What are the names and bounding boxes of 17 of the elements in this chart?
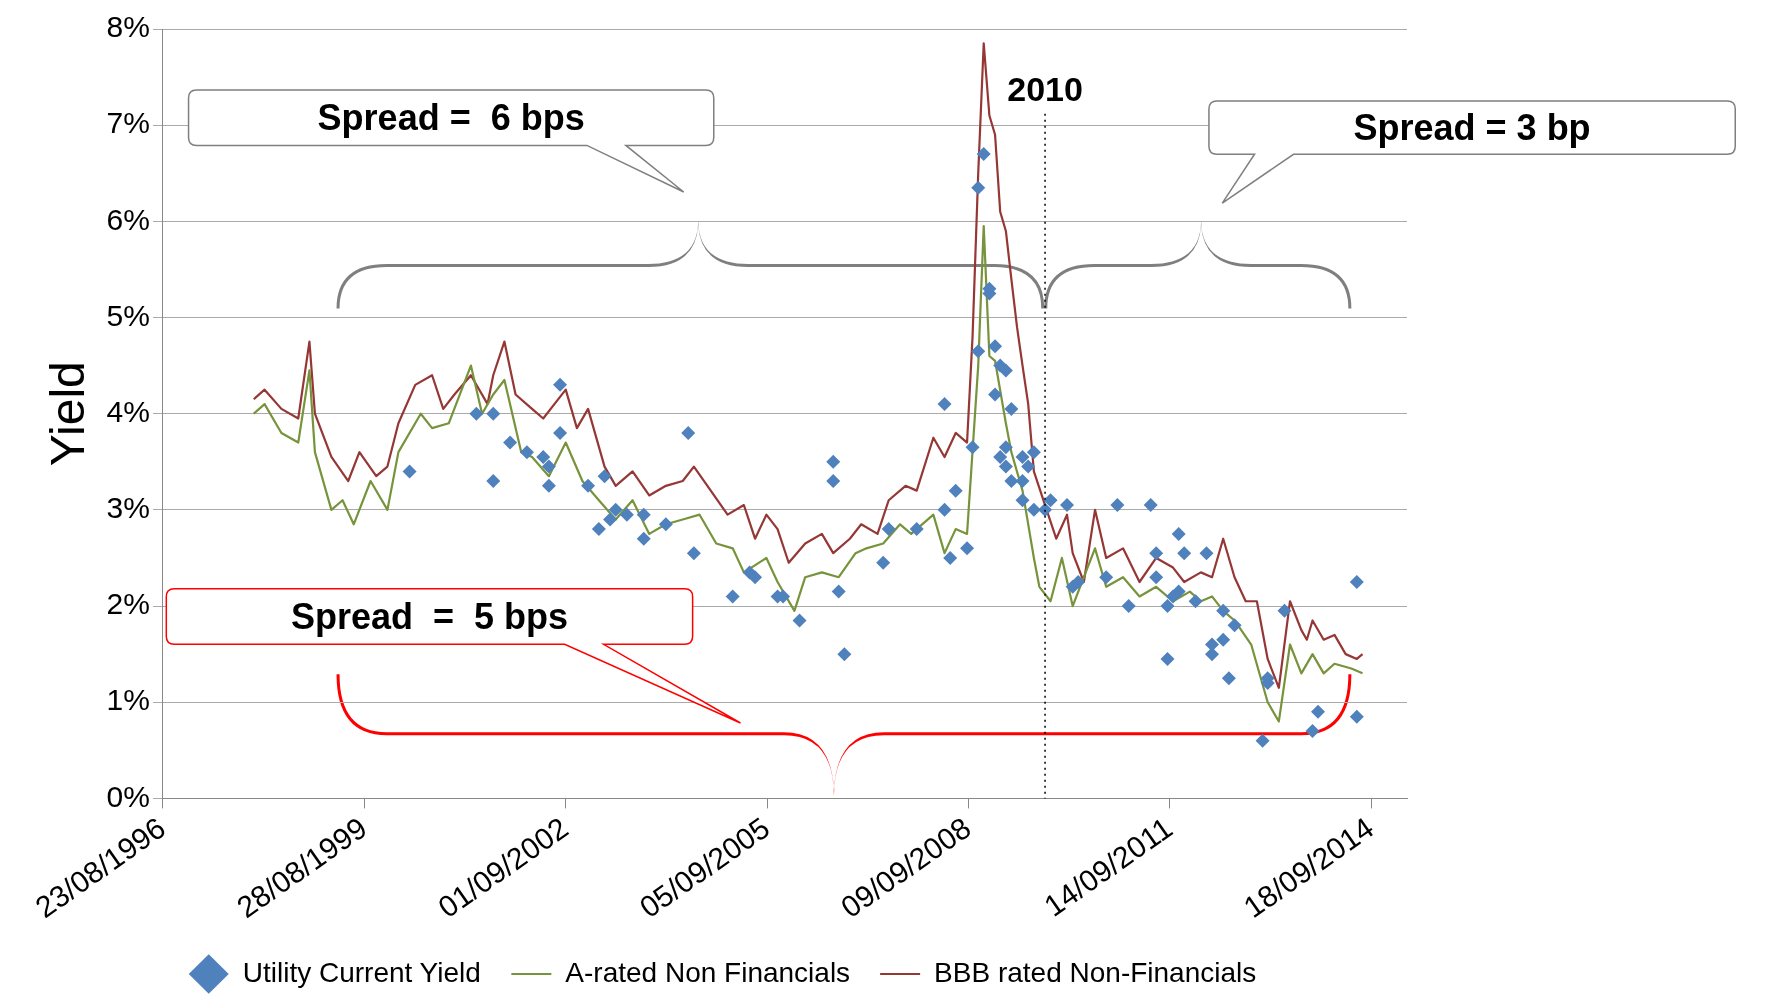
y-axis-title: Yield [41,361,95,467]
y-tick-label: 7% [106,106,150,140]
y-tick-label: 2% [106,587,150,621]
y-tick-label: 6% [106,202,150,236]
y-tick-label: 3% [106,491,150,525]
annotation: Spread = 6 bps [316,95,586,140]
annotation: Spread = 3 bp [1352,105,1592,150]
ref-line-label: 2010 [1007,70,1083,109]
legend-label: Utility Current Yield [242,956,481,988]
y-tick-label: 1% [106,683,150,717]
legend-label: BBB rated Non-Financials [934,956,1257,988]
annotation: Spread = 5 bps [289,594,569,639]
legend-label: A-rated Non Financials [565,956,851,988]
y-tick-label: 4% [106,394,150,428]
y-tick-label: 8% [106,10,150,44]
y-tick-label: 0% [106,779,150,813]
y-tick-label: 5% [106,298,150,332]
